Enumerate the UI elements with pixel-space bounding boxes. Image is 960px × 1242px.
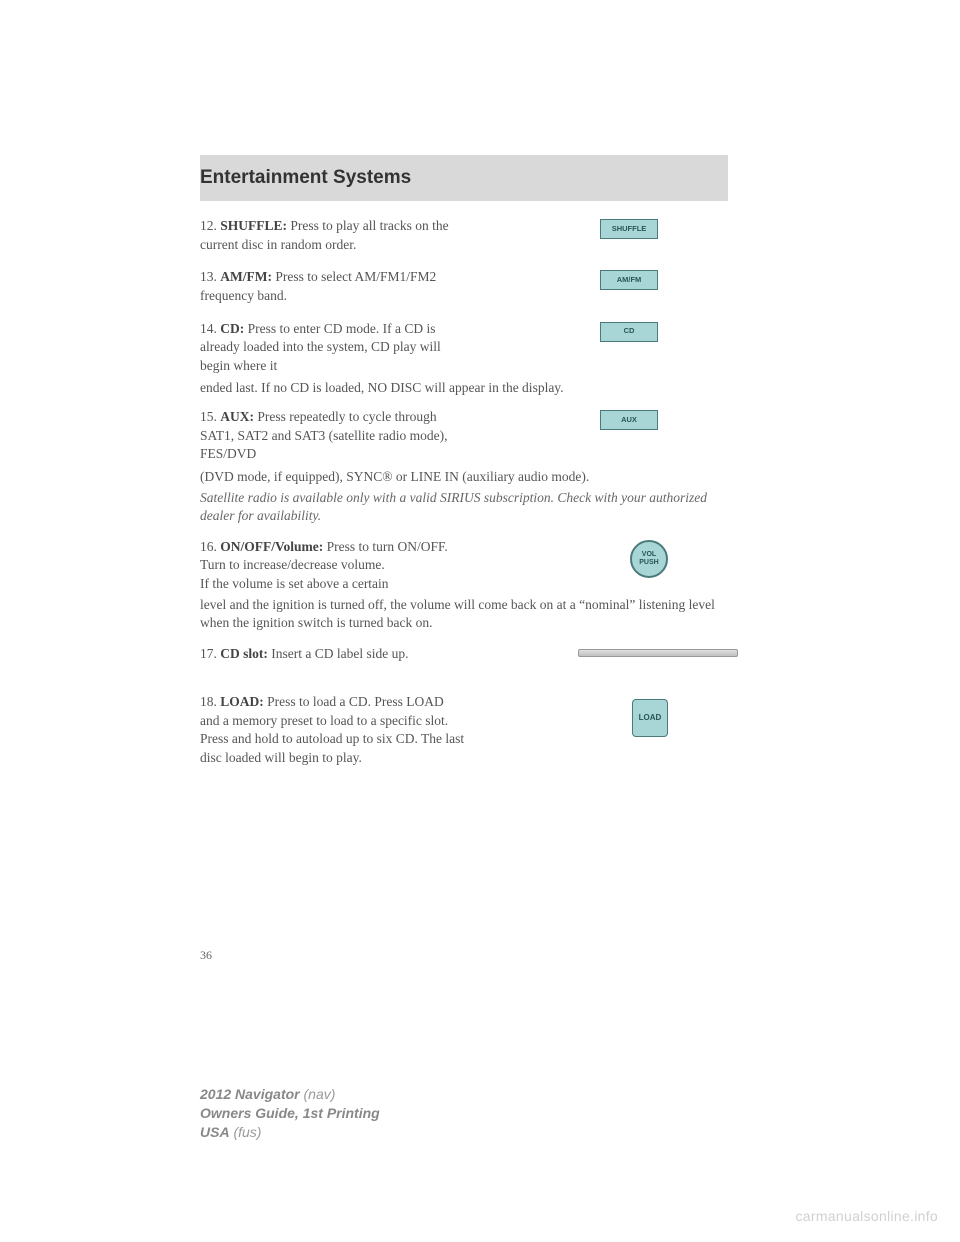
cd-button-icon: CD [600,322,658,342]
item-number: 16. [200,539,217,554]
footer-line-1: 2012 Navigator (nav) [200,1085,380,1104]
content-body: 12. SHUFFLE: Press to play all tracks on… [200,217,728,964]
footer: 2012 Navigator (nav) Owners Guide, 1st P… [200,1085,380,1142]
item-label: AUX: [220,409,254,424]
item-number: 15. [200,409,217,424]
button-graphic: AM/FM [600,270,658,290]
item-number: 18. [200,694,217,709]
aux-button-icon: AUX [600,410,658,430]
footer-code-1: (nav) [300,1086,336,1102]
item-number: 13. [200,269,217,284]
button-graphic: VOL PUSH [620,540,668,578]
item-label: SHUFFLE: [220,218,287,233]
item-text: 15. AUX: Press repeatedly to cycle throu… [200,408,465,464]
item-desc: Insert a CD label side up. [268,646,409,661]
volume-knob-icon: VOL PUSH [630,540,668,578]
manual-item-15: 15. AUX: Press repeatedly to cycle throu… [200,408,728,464]
item-label: CD: [220,321,244,336]
manual-item-16: 16. ON/OFF/Volume: Press to turn ON/OFF.… [200,538,728,594]
manual-item-18: 18. LOAD: Press to load a CD. Press LOAD… [200,693,728,768]
item-15-note: Satellite radio is available only with a… [200,489,728,526]
manual-item-13: 13. AM/FM: Press to select AM/FM1/FM2 fr… [200,268,728,305]
item-number: 14. [200,321,217,336]
item-label: LOAD: [220,694,264,709]
footer-line-3: USA (fus) [200,1123,380,1142]
item-15-continuation: (DVD mode, if equipped), SYNC® or LINE I… [200,468,728,487]
item-text: 14. CD: Press to enter CD mode. If a CD … [200,320,465,376]
load-button-icon: LOAD [632,699,668,737]
item-text: 17. CD slot: Insert a CD label side up. [200,645,465,664]
item-text: 16. ON/OFF/Volume: Press to turn ON/OFF.… [200,538,465,594]
button-graphic: LOAD [622,699,668,737]
vol-label-1: VOL [642,551,656,559]
footer-model: 2012 Navigator [200,1086,300,1102]
item-label: CD slot: [220,646,268,661]
item-number: 17. [200,646,217,661]
amfm-button-icon: AM/FM [600,270,658,290]
manual-item-17: 17. CD slot: Insert a CD label side up. [200,645,728,673]
cd-slot-icon [578,649,738,657]
item-16-line2: If the volume is set above a certain [200,575,465,594]
button-graphic: SHUFFLE [600,219,658,239]
manual-item-14: 14. CD: Press to enter CD mode. If a CD … [200,320,728,376]
item-number: 12. [200,218,217,233]
footer-code-2: (fus) [230,1124,262,1140]
footer-region: USA [200,1124,230,1140]
item-label: AM/FM: [220,269,272,284]
item-label: ON/OFF/Volume: [220,539,323,554]
page-container: Entertainment Systems 12. SHUFFLE: Press… [0,0,960,964]
watermark: carmanualsonline.info [796,1208,939,1224]
section-title: Entertainment Systems [200,167,728,189]
item-16-continuation: level and the ignition is turned off, th… [200,596,728,633]
item-text: 13. AM/FM: Press to select AM/FM1/FM2 fr… [200,268,465,305]
footer-line-2: Owners Guide, 1st Printing [200,1104,380,1123]
shuffle-button-icon: SHUFFLE [600,219,658,239]
button-graphic: AUX [600,410,658,430]
button-graphic: CD [600,322,658,342]
page-number: 36 [200,947,728,964]
item-14-continuation: ended last. If no CD is loaded, NO DISC … [200,379,728,398]
item-text: 18. LOAD: Press to load a CD. Press LOAD… [200,693,465,768]
manual-item-12: 12. SHUFFLE: Press to play all tracks on… [200,217,728,254]
item-text: 12. SHUFFLE: Press to play all tracks on… [200,217,465,254]
vol-label-2: PUSH [639,559,658,567]
section-header-bar: Entertainment Systems [200,155,728,201]
